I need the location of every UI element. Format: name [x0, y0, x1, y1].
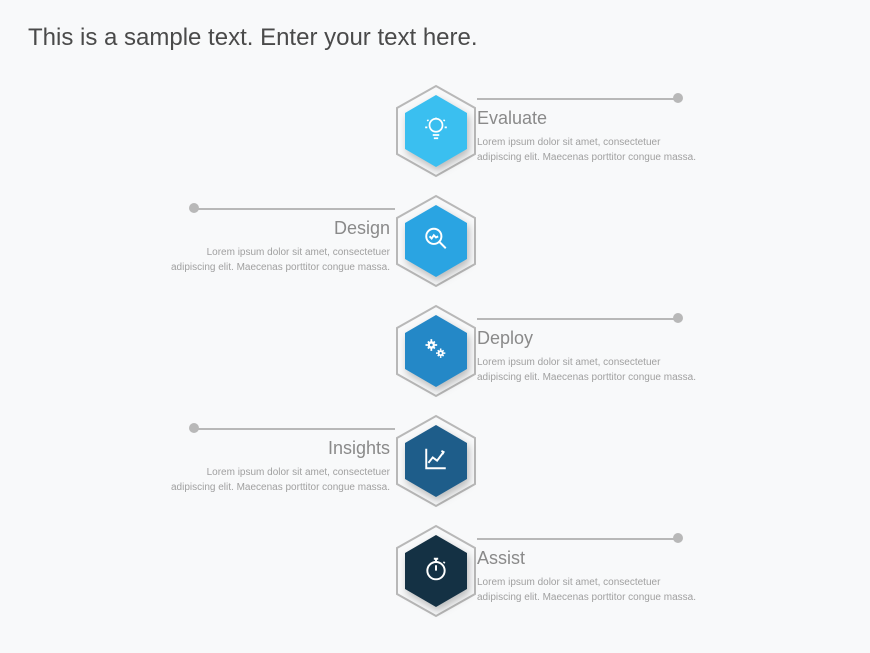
step-title: Evaluate: [477, 108, 697, 129]
connector-dot: [673, 313, 683, 323]
step-title: Design: [170, 218, 390, 239]
step-body: Lorem ipsum dolor sit amet, consectetuer…: [477, 575, 697, 605]
step-row: Evaluate Lorem ipsum dolor sit amet, con…: [0, 78, 870, 188]
step-text: Assist Lorem ipsum dolor sit amet, conse…: [477, 548, 697, 605]
step-row: Design Lorem ipsum dolor sit amet, conse…: [0, 188, 870, 298]
step-body: Lorem ipsum dolor sit amet, consectetuer…: [477, 355, 697, 385]
connector: [477, 98, 677, 100]
hexagon-fill: [405, 535, 467, 607]
hexagon-fill: [405, 205, 467, 277]
connector: [477, 538, 677, 540]
hexagon-fill: [405, 95, 467, 167]
connector-dot: [673, 533, 683, 543]
step-title: Deploy: [477, 328, 697, 349]
chart-icon: [423, 446, 449, 477]
connector: [195, 208, 395, 210]
connector: [195, 428, 395, 430]
step-text: Design Lorem ipsum dolor sit amet, conse…: [170, 218, 390, 275]
lightbulb-icon: [423, 116, 449, 147]
connector-dot: [673, 93, 683, 103]
step-body: Lorem ipsum dolor sit amet, consectetuer…: [170, 245, 390, 275]
step-body: Lorem ipsum dolor sit amet, consectetuer…: [477, 135, 697, 165]
connector-dot: [189, 203, 199, 213]
step-text: Deploy Lorem ipsum dolor sit amet, conse…: [477, 328, 697, 385]
connector: [477, 318, 677, 320]
stopwatch-icon: [423, 556, 449, 587]
gears-icon: [422, 335, 450, 368]
page-title: This is a sample text. Enter your text h…: [28, 24, 478, 52]
step-body: Lorem ipsum dolor sit amet, consectetuer…: [170, 465, 390, 495]
step-row: Insights Lorem ipsum dolor sit amet, con…: [0, 408, 870, 518]
step-text: Evaluate Lorem ipsum dolor sit amet, con…: [477, 108, 697, 165]
infographic-stage: Evaluate Lorem ipsum dolor sit amet, con…: [0, 70, 870, 653]
hexagon-fill: [405, 315, 467, 387]
step-row: Deploy Lorem ipsum dolor sit amet, conse…: [0, 298, 870, 408]
step-row: Assist Lorem ipsum dolor sit amet, conse…: [0, 518, 870, 628]
step-title: Assist: [477, 548, 697, 569]
magnifier-icon: [423, 226, 449, 257]
step-title: Insights: [170, 438, 390, 459]
hexagon-fill: [405, 425, 467, 497]
step-text: Insights Lorem ipsum dolor sit amet, con…: [170, 438, 390, 495]
connector-dot: [189, 423, 199, 433]
